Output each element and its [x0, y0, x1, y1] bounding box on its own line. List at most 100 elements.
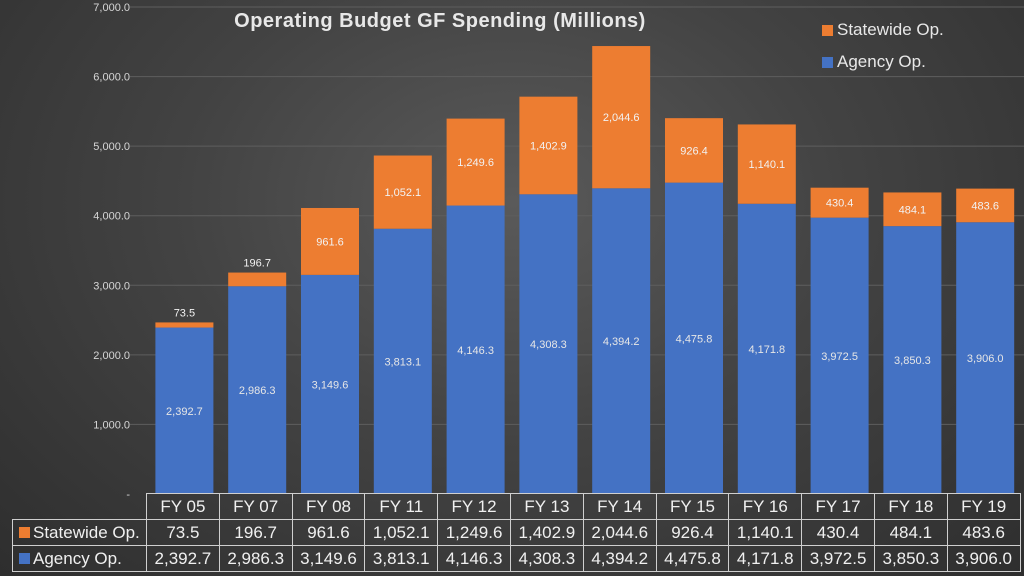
- data-label-agency: 4,308.3: [530, 339, 567, 351]
- x-tick-label: FY 14: [582, 493, 657, 520]
- bar-statewide: [592, 46, 651, 189]
- data-table-cell-agency: 3,906.0: [946, 545, 1021, 572]
- data-table-cell-statewide: 961.6: [291, 519, 366, 546]
- y-tick-label: 5,000.0: [93, 141, 130, 153]
- data-label-statewide: 73.5: [174, 307, 195, 319]
- data-label-statewide: 196.7: [243, 258, 271, 270]
- bar-statewide: [519, 96, 578, 195]
- bar-statewide: [883, 192, 942, 227]
- data-label-statewide: 483.6: [971, 200, 999, 212]
- data-table-cell-statewide: 1,402.9: [509, 519, 584, 546]
- data-table-row-label-agency: Agency Op.: [12, 545, 147, 572]
- data-table-cell-agency: 3,972.5: [801, 545, 875, 572]
- data-label-agency: 3,972.5: [821, 351, 858, 363]
- data-table-cell-agency: 4,394.2: [582, 545, 657, 572]
- data-table-cell-statewide: 2,044.6: [582, 519, 657, 546]
- data-table-cell-agency: 4,171.8: [728, 545, 803, 572]
- y-tick-label: 2,000.0: [93, 350, 130, 362]
- bar-agency: [155, 327, 214, 494]
- data-table-row-statewide: Statewide Op. 73.5 196.7 961.6 1,052.1 1,249…: [12, 519, 1021, 546]
- data-table-cell-agency: 3,850.3: [873, 545, 948, 572]
- x-tick-label: FY 18: [873, 493, 948, 520]
- data-table-cell-agency: 3,149.6: [291, 545, 366, 572]
- bar-statewide: [737, 124, 796, 204]
- legend-label-statewide: Statewide Op.: [837, 20, 944, 39]
- bar-statewide: [155, 322, 214, 328]
- data-table-swatch-agency: [19, 552, 30, 564]
- data-table-label-agency: Agency Op.: [33, 548, 122, 568]
- x-tick-label: FY 05: [146, 493, 220, 520]
- x-tick-label: FY 16: [728, 493, 803, 520]
- bar-statewide: [228, 272, 287, 287]
- bar-agency: [956, 222, 1015, 494]
- y-tick-label: 6,000.0: [93, 72, 130, 84]
- data-table-label-statewide: Statewide Op.: [33, 522, 140, 542]
- data-label-agency: 4,394.2: [603, 336, 640, 348]
- legend-item-statewide: Statewide Op.: [822, 14, 944, 46]
- data-table-cell-statewide: 1,249.6: [437, 519, 511, 546]
- bar-agency: [301, 274, 359, 494]
- bar-agency: [592, 188, 651, 494]
- legend-swatch-agency: [822, 56, 833, 68]
- data-label-agency: 4,146.3: [457, 345, 494, 357]
- y-tick-label: 7,000.0: [93, 2, 130, 14]
- data-label-agency: 3,906.0: [967, 353, 1004, 365]
- chart-legend: Statewide Op. Agency Op.: [822, 14, 944, 78]
- legend-item-agency: Agency Op.: [822, 46, 944, 78]
- x-tick-label: FY 15: [655, 493, 730, 520]
- data-label-statewide: 1,402.9: [530, 140, 567, 152]
- data-label-agency: 3,813.1: [384, 356, 421, 368]
- data-label-statewide: 430.4: [826, 198, 854, 210]
- bar-statewide: [956, 188, 1015, 223]
- data-table-cell-statewide: 430.4: [801, 519, 875, 546]
- bar-agency: [519, 194, 578, 494]
- x-tick-label: FY 13: [509, 493, 584, 520]
- chart-title: Operating Budget GF Spending (Millions): [234, 10, 646, 32]
- x-tick-label: FY 19: [946, 493, 1021, 520]
- y-tick-label: -: [126, 489, 130, 501]
- bar-statewide: [301, 207, 359, 275]
- data-label-statewide: 1,249.6: [457, 157, 494, 169]
- data-table-cell-statewide: 73.5: [146, 519, 220, 546]
- data-label-agency: 3,149.6: [312, 379, 349, 391]
- bar-statewide: [373, 155, 432, 229]
- x-tick-label: FY 12: [437, 493, 511, 520]
- y-tick-label: 1,000.0: [93, 419, 130, 431]
- data-table-cell-statewide: 484.1: [873, 519, 948, 546]
- data-table: FY 05 FY 07 FY 08 FY 11 FY 12 FY 13 FY 14 FY 15…: [12, 493, 1021, 572]
- x-tick-label: FY 08: [291, 493, 366, 520]
- bar-agency: [737, 203, 796, 495]
- data-table-cell-statewide: 483.6: [946, 519, 1021, 546]
- data-label-statewide: 1,052.1: [384, 187, 421, 199]
- data-table-header-row: FY 05 FY 07 FY 08 FY 11 FY 12 FY 13 FY 14 FY 15…: [13, 493, 1021, 520]
- bar-statewide: [810, 187, 869, 218]
- x-tick-label: FY 11: [364, 493, 439, 520]
- data-table-row-label-statewide: Statewide Op.: [12, 519, 147, 546]
- y-tick-label: 3,000.0: [93, 280, 130, 292]
- bar-agency: [810, 217, 869, 494]
- data-label-agency: 3,850.3: [894, 355, 931, 367]
- bar-agency: [665, 182, 723, 495]
- data-table-cell-agency: 4,308.3: [509, 545, 584, 572]
- legend-swatch-statewide: [822, 24, 833, 36]
- data-label-agency: 2,392.7: [166, 406, 203, 418]
- data-label-statewide: 2,044.6: [603, 112, 640, 124]
- data-table-cell-statewide: 1,052.1: [364, 519, 439, 546]
- data-table-corner: [13, 494, 147, 520]
- data-table-cell-statewide: 1,140.1: [728, 519, 803, 546]
- bar-agency: [446, 205, 505, 494]
- data-table-cell-statewide: 926.4: [655, 519, 730, 546]
- data-table-row-agency: Agency Op. 2,392.7 2,986.3 3,149.6 3,813.1 4…: [12, 545, 1021, 572]
- data-table-cell-agency: 2,392.7: [146, 545, 220, 572]
- bar-agency: [373, 228, 432, 495]
- data-table-cell-statewide: 196.7: [218, 519, 293, 546]
- data-table-swatch-statewide: [19, 526, 30, 538]
- data-table-cell-agency: 3,813.1: [364, 545, 439, 572]
- data-table-cell-agency: 4,146.3: [437, 545, 511, 572]
- data-label-statewide: 961.6: [316, 236, 344, 248]
- data-label-statewide: 926.4: [680, 145, 708, 157]
- data-table-cell-agency: 2,986.3: [218, 545, 293, 572]
- bar-statewide: [665, 118, 723, 183]
- data-table-cell-agency: 4,475.8: [655, 545, 730, 572]
